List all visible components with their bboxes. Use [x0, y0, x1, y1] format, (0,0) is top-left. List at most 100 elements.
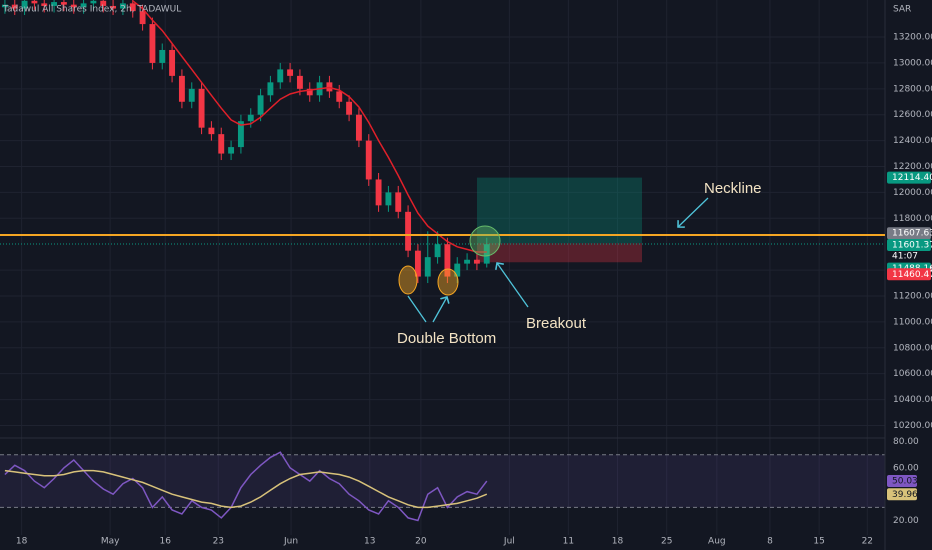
candle-body: [267, 82, 274, 96]
x-tick-label: Jun: [283, 537, 298, 547]
candle-body: [365, 140, 372, 180]
price-marker-bg: [887, 227, 931, 240]
candle-body: [257, 95, 264, 115]
candle-body: [169, 49, 176, 76]
annotation: Double Bottom: [397, 330, 496, 347]
candle-body: [1, 4, 8, 8]
x-tick-label: 13: [364, 537, 375, 547]
bottom-marker: [437, 268, 459, 296]
candle-body: [424, 257, 431, 277]
x-tick-label: 20: [415, 537, 427, 547]
arrow: [497, 263, 529, 308]
x-tick-label: Jul: [503, 537, 515, 547]
candle-body: [119, 3, 126, 9]
y-tick-label: 11000.00: [893, 317, 932, 327]
candle-body: [70, 4, 77, 8]
unit: SAR: [893, 5, 911, 15]
y-tick-label: 11800.00: [893, 214, 932, 224]
candle-body: [159, 49, 166, 63]
y-tick-label: 10400.00: [893, 395, 932, 405]
candle-body: [385, 192, 392, 206]
candle-body: [110, 5, 117, 9]
rsi-line: [4, 451, 488, 522]
value-label: 39.96: [892, 490, 918, 500]
candle-body: [405, 211, 412, 251]
rsi-band: [0, 454, 885, 508]
price-marker: 12114.400: [892, 173, 932, 183]
candle-body: [11, 4, 18, 9]
breakout-marker: [469, 225, 501, 257]
x-tick-label: 11: [563, 537, 574, 547]
y-tick-label: 12600.00: [893, 110, 932, 120]
chart-title: Tadawul All Shares Index, 2h, TADAWUL: [2, 5, 181, 15]
x-tick-label: 8: [767, 537, 773, 547]
y-tick-label: 11200.00: [893, 291, 932, 301]
x-tick-label: 22: [862, 537, 873, 547]
x-tick-label: 23: [213, 537, 224, 547]
rsi-line: [4, 469, 488, 509]
y-tick-label: 10600.00: [893, 369, 932, 379]
arrow: [678, 197, 709, 227]
value-label-bg: [887, 488, 917, 501]
y-tick-label: 12400.00: [893, 136, 932, 146]
candle-body: [454, 263, 461, 277]
y-tick-label: 12800.00: [893, 84, 932, 94]
value-label: 50.03: [892, 477, 918, 487]
candle-body: [247, 114, 254, 122]
price-marker-bg: [887, 171, 931, 184]
price-marker-bg: [887, 239, 931, 252]
y-tick-label: 10200.00: [893, 421, 932, 431]
x-tick-label: 16: [159, 537, 171, 547]
candle-body: [178, 75, 185, 102]
candle-body: [287, 69, 294, 76]
candle-body: [277, 69, 284, 83]
annotation: Neckline: [704, 180, 762, 197]
candle-body: [483, 244, 490, 264]
candle-body: [129, 3, 136, 12]
candle-body: [21, 0, 28, 9]
annotation: Breakout: [526, 315, 587, 332]
y-tick-label: 60.00: [893, 463, 919, 473]
x-tick-label: 18: [612, 537, 624, 547]
candle-body: [296, 75, 303, 89]
y-tick-label: 10800.00: [893, 343, 932, 353]
x-tick-label: 25: [661, 537, 672, 547]
position-boxes: [0, 177, 885, 263]
candle-body: [80, 3, 87, 8]
candle-body: [188, 88, 195, 102]
candle-body: [375, 179, 382, 206]
candle-body: [149, 24, 156, 63]
candle-body: [41, 3, 48, 6]
candle-body: [198, 88, 205, 128]
candle-body: [395, 192, 402, 212]
candle-body: [306, 88, 313, 96]
candle-body: [346, 101, 353, 115]
candle-body: [355, 114, 362, 141]
y-tick-label: 80.00: [893, 437, 919, 447]
candle-body: [237, 121, 244, 148]
value-label-bg: [887, 475, 917, 488]
price-marker: 11460.474: [892, 270, 932, 280]
x-tick-label: May: [101, 537, 120, 547]
price-marker-bg: [887, 268, 931, 281]
y-tick-label: 20.00: [893, 516, 919, 526]
candle-body: [444, 244, 451, 277]
price-marker: 11601.370: [892, 241, 932, 251]
x-tick-label: 18: [16, 537, 28, 547]
y-tick-label: 13200.00: [893, 33, 932, 43]
candle-body: [414, 250, 421, 277]
candle-body: [90, 0, 97, 4]
candle-body: [218, 134, 225, 154]
candle-body: [100, 0, 107, 6]
candle-body: [208, 127, 215, 135]
candle-body: [139, 11, 146, 25]
price-pane: [1, 0, 490, 284]
candle-body: [228, 147, 235, 154]
candle-body: [473, 259, 480, 264]
candle-body: [60, 2, 67, 5]
axes: 18 May 16 23 Jun 13 20 Jul 11 18 25 Aug 8 15 22 10200.0…: [16, 33, 932, 547]
x-tick-label: 15: [813, 537, 824, 547]
bottom-marker: [398, 265, 418, 295]
rsi-pane: [0, 451, 885, 522]
